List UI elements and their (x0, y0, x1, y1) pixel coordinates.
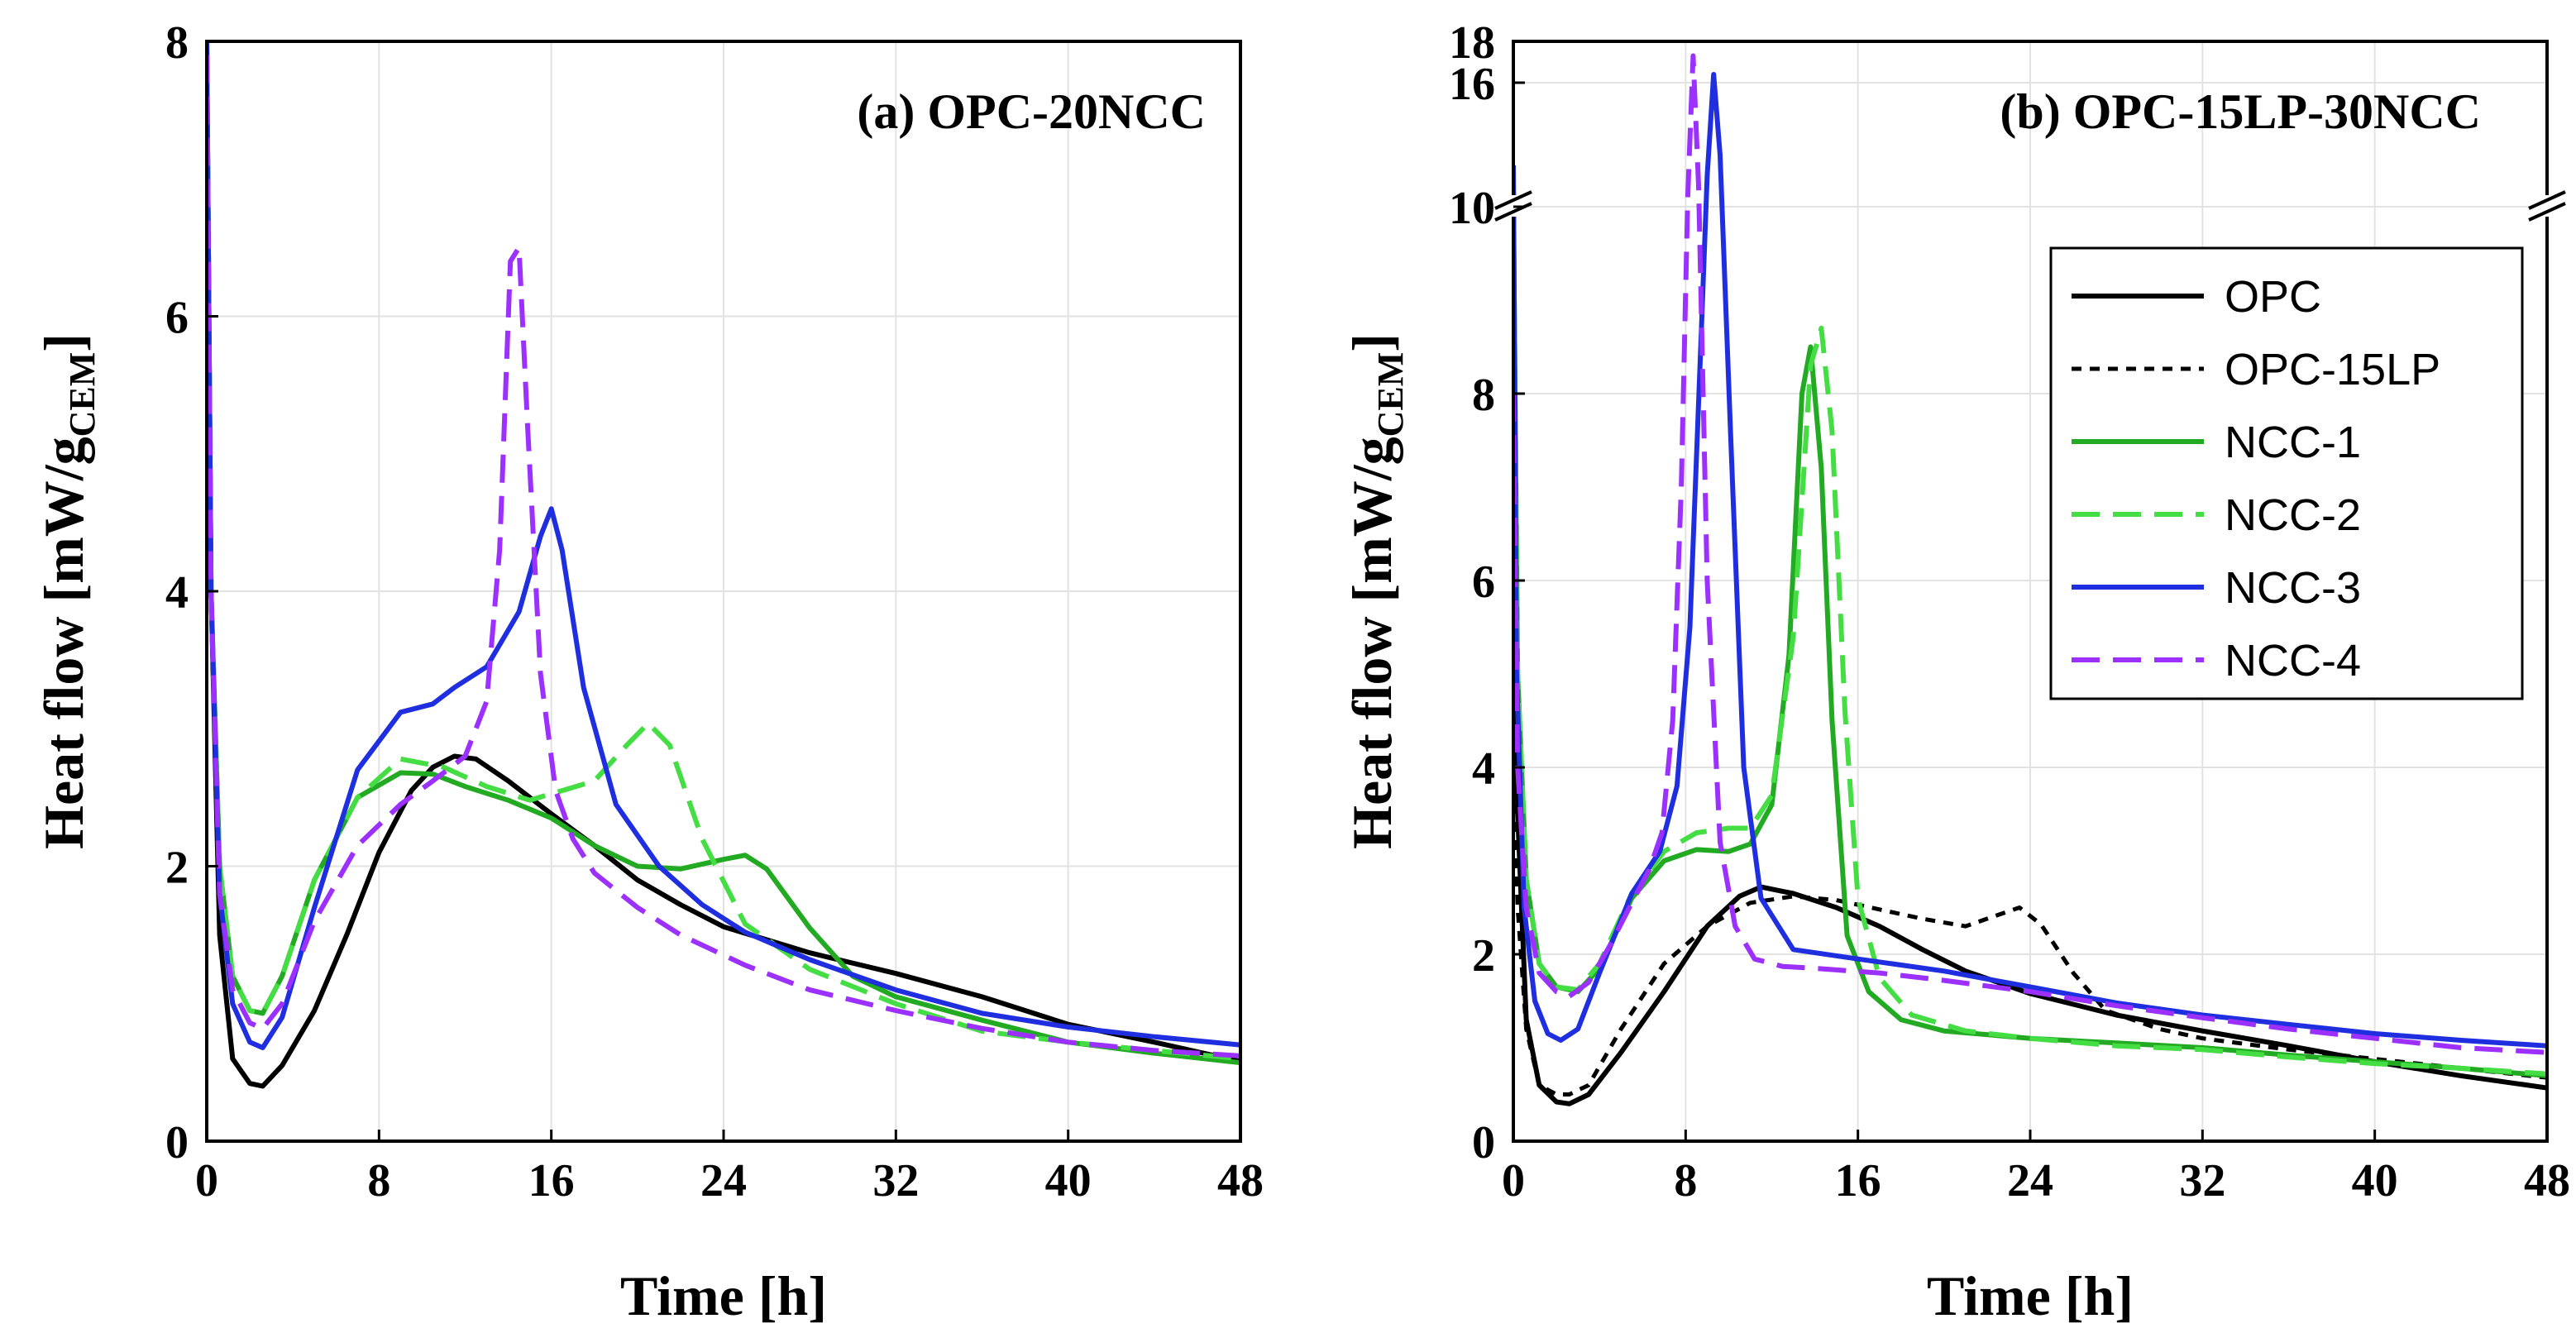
series-ncc-4-a (207, 55, 1240, 1058)
series-opc-15lp-b (1513, 767, 2547, 1096)
y-tick-label-2: 2 (1472, 930, 1495, 982)
y-tick-label-4: 4 (165, 567, 189, 619)
y-tick-label-6: 6 (1472, 557, 1495, 608)
grid-a (206, 41, 1241, 1142)
legend-label-ncc-4: NCC-4 (2225, 636, 2361, 686)
x-tick-label-24: 24 (700, 1155, 747, 1206)
y-axis-label-b: Heat flow [mW/gCEM] (1341, 333, 1411, 849)
legend: OPC OPC-15LP NCC-1 NCC-2 NCC-3 NCC-4 (2049, 246, 2524, 700)
legend-label-opc: OPC (2225, 272, 2321, 322)
axis-break-mark-right-1 (2528, 190, 2566, 210)
y-tick-label-0: 0 (1472, 1117, 1495, 1168)
x-tick-label-40: 40 (2352, 1155, 2398, 1206)
axis-break-mark-left-2 (1494, 202, 1532, 222)
y-tick-label-18: 18 (1449, 17, 1495, 69)
y-axis-label-a: Heat flow [mW/gCEM] (32, 333, 103, 849)
x-tick-label-32: 32 (872, 1155, 919, 1206)
x-tick-label-0: 0 (1502, 1155, 1525, 1206)
series-ncc-2-a (207, 41, 1240, 1062)
series-ncc-4-b (1513, 53, 2547, 1055)
x-tick-label-8: 8 (367, 1155, 390, 1206)
y-tick-label-0: 0 (165, 1117, 189, 1168)
y-axis-label-b-sub: CEM (1370, 352, 1411, 437)
legend-label-ncc-1: NCC-1 (2225, 418, 2361, 467)
x-tick-label-24: 24 (2007, 1155, 2053, 1206)
y-axis-label-a-main: Heat flow [mW/g (32, 437, 95, 849)
legend-box (2049, 246, 2524, 700)
y-tick-label-4: 4 (1472, 743, 1495, 795)
series-ncc-3-b (1513, 72, 2547, 1049)
y-tick-label-8: 8 (165, 17, 189, 69)
legend-label-ncc-3: NCC-3 (2225, 563, 2361, 613)
legend-label-ncc-2: NCC-2 (2225, 490, 2361, 540)
y-axis-label-b-end: ] (1341, 333, 1403, 352)
axis-break-mark-left-1 (1494, 190, 1532, 210)
y-axis-label-a-end: ] (32, 333, 95, 352)
panel-title-b: (b) OPC-15LP-30NCC (2000, 84, 2481, 139)
x-tick-label-16: 16 (528, 1155, 575, 1206)
x-tick-label-32: 32 (2179, 1155, 2225, 1206)
series-group-b (1513, 53, 2547, 1106)
x-axis-label-a: Time [h] (620, 1264, 827, 1327)
y-axis-label-b-main: Heat flow [mW/g (1341, 437, 1403, 849)
x-tick-label-48: 48 (1217, 1155, 1264, 1206)
x-tick-label-8: 8 (1674, 1155, 1697, 1206)
y-axis-label-a-sub: CEM (62, 352, 103, 437)
y-tick-label-8: 8 (1472, 370, 1495, 421)
x-axis-label-b: Time [h] (1927, 1264, 2134, 1327)
x-tick-label-48: 48 (2524, 1155, 2570, 1206)
x-tick-label-0: 0 (195, 1155, 218, 1206)
x-tick-label-40: 40 (1045, 1155, 1092, 1206)
series-opc-b (1513, 393, 2547, 1106)
series-ncc-3-a (207, 41, 1240, 1050)
series-ncc-2-b (1513, 206, 2547, 1077)
panel-title-a: (a) OPC-20NCC (857, 84, 1206, 139)
y-tick-label-10: 10 (1449, 183, 1495, 234)
y-tick-label-16: 16 (1449, 59, 1495, 110)
x-tick-label-16: 16 (1835, 1155, 1881, 1206)
axis-break-mark-right-2 (2528, 202, 2566, 222)
legend-label-opc-15lp: OPC-15LP (2225, 345, 2440, 394)
y-tick-label-2: 2 (165, 843, 189, 894)
series-group-a (207, 41, 1240, 1089)
y-tick-label-6: 6 (165, 293, 189, 344)
